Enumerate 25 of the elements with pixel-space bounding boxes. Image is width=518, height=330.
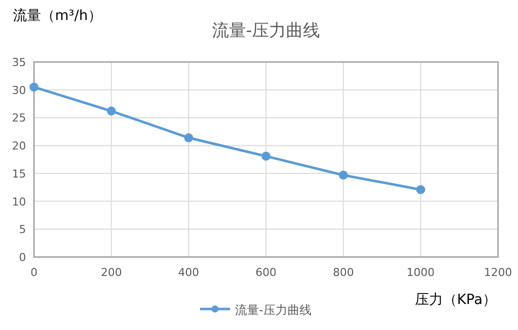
x-tick-label: 1200 [484,266,512,279]
y-axis-title: 流量（m³/h） [13,8,102,24]
x-tick-label: 600 [256,266,276,279]
point [416,185,426,194]
y-tick-label: 30 [12,84,26,97]
x-tick-label: 800 [332,266,354,279]
x-tick-label: 1000 [406,266,435,279]
y-tick-label: 15 [12,167,26,180]
chart-title: 流量-压力曲线 [212,21,320,41]
x-tick-label: 0 [30,266,38,279]
y-tick-label: 25 [12,112,26,125]
x-axis-title: 压力（KPa） [415,292,497,308]
y-tick-label: 5 [19,223,26,236]
x-tick-label: 200 [100,266,122,279]
point [184,133,194,142]
y-tick-label: 35 [12,56,26,69]
x-tick-label: 400 [178,266,200,279]
y-tick-label: 20 [12,140,26,153]
y-tick-label: 0 [19,251,26,264]
point [262,152,270,161]
point [106,106,116,116]
point [338,170,348,180]
legend-label: 流量-压力曲线 [235,303,312,317]
y-tick-label: 10 [12,195,26,208]
point [30,82,38,92]
